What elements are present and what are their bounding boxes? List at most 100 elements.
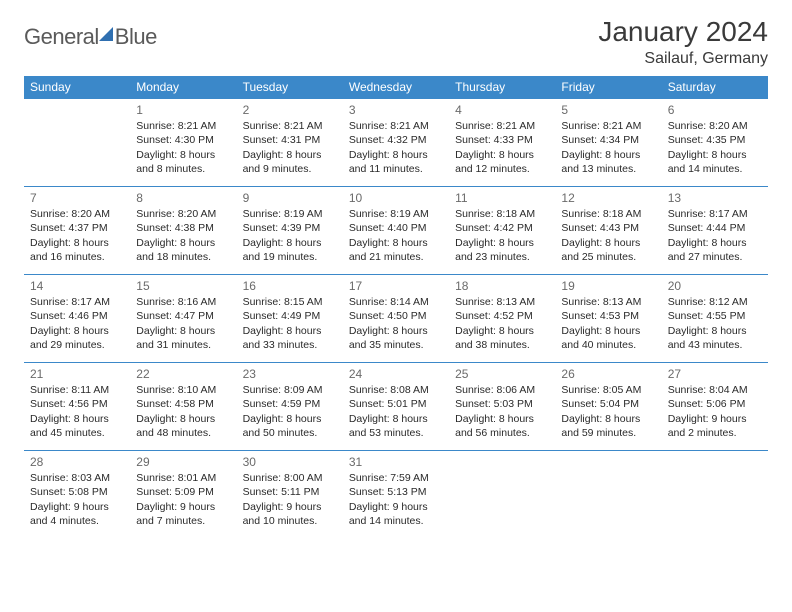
- day-detail-line: Sunset: 4:38 PM: [136, 221, 230, 235]
- day-number: 14: [30, 278, 124, 294]
- day-detail-line: and 56 minutes.: [455, 426, 549, 440]
- calendar-day-cell: 14Sunrise: 8:17 AMSunset: 4:46 PMDayligh…: [24, 275, 130, 363]
- day-detail-line: Sunset: 4:59 PM: [243, 397, 337, 411]
- day-detail-line: and 16 minutes.: [30, 250, 124, 264]
- day-detail-line: and 10 minutes.: [243, 514, 337, 528]
- calendar-day-cell: 4Sunrise: 8:21 AMSunset: 4:33 PMDaylight…: [449, 99, 555, 187]
- day-detail-line: Sunrise: 8:00 AM: [243, 471, 337, 485]
- day-detail-line: and 38 minutes.: [455, 338, 549, 352]
- day-detail-line: Sunrise: 8:12 AM: [668, 295, 762, 309]
- calendar-week-row: 1Sunrise: 8:21 AMSunset: 4:30 PMDaylight…: [24, 99, 768, 187]
- day-detail-line: Sunset: 5:03 PM: [455, 397, 549, 411]
- calendar-day-empty: [662, 451, 768, 539]
- day-detail-line: and 14 minutes.: [349, 514, 443, 528]
- day-detail-line: Sunrise: 8:16 AM: [136, 295, 230, 309]
- day-detail-line: Sunrise: 8:21 AM: [136, 119, 230, 133]
- day-number: 13: [668, 190, 762, 206]
- day-detail-line: Sunset: 5:09 PM: [136, 485, 230, 499]
- day-detail-line: and 19 minutes.: [243, 250, 337, 264]
- day-detail-line: Sunset: 4:55 PM: [668, 309, 762, 323]
- day-detail-line: Sunset: 4:56 PM: [30, 397, 124, 411]
- calendar-day-cell: 26Sunrise: 8:05 AMSunset: 5:04 PMDayligh…: [555, 363, 661, 451]
- day-detail-line: Sunrise: 8:21 AM: [561, 119, 655, 133]
- day-detail-line: Daylight: 8 hours: [136, 236, 230, 250]
- day-detail-line: Daylight: 8 hours: [243, 148, 337, 162]
- brand-word1: General: [24, 24, 99, 50]
- day-detail-line: Sunrise: 8:21 AM: [349, 119, 443, 133]
- day-detail-line: Sunset: 4:40 PM: [349, 221, 443, 235]
- brand-word2: Blue: [115, 24, 157, 50]
- day-number: 3: [349, 102, 443, 118]
- calendar-week-row: 7Sunrise: 8:20 AMSunset: 4:37 PMDaylight…: [24, 187, 768, 275]
- day-detail-line: Daylight: 8 hours: [561, 412, 655, 426]
- day-number: 27: [668, 366, 762, 382]
- day-detail-line: Sunrise: 8:19 AM: [349, 207, 443, 221]
- day-of-week-header: Tuesday: [237, 76, 343, 99]
- day-detail-line: Sunrise: 8:17 AM: [668, 207, 762, 221]
- calendar-day-empty: [24, 99, 130, 187]
- day-detail-line: Daylight: 8 hours: [455, 236, 549, 250]
- day-number: 11: [455, 190, 549, 206]
- day-detail-line: Daylight: 9 hours: [668, 412, 762, 426]
- day-number: 25: [455, 366, 549, 382]
- day-detail-line: Daylight: 8 hours: [455, 324, 549, 338]
- day-of-week-header: Saturday: [662, 76, 768, 99]
- day-detail-line: and 29 minutes.: [30, 338, 124, 352]
- day-detail-line: and 18 minutes.: [136, 250, 230, 264]
- day-detail-line: Sunrise: 8:04 AM: [668, 383, 762, 397]
- day-detail-line: Sunrise: 8:21 AM: [243, 119, 337, 133]
- day-detail-line: and 43 minutes.: [668, 338, 762, 352]
- header: General Blue January 2024 Sailauf, Germa…: [24, 16, 768, 68]
- day-detail-line: Daylight: 9 hours: [243, 500, 337, 514]
- brand-logo: General Blue: [24, 24, 157, 50]
- day-detail-line: and 35 minutes.: [349, 338, 443, 352]
- day-detail-line: Daylight: 8 hours: [668, 324, 762, 338]
- day-number: 7: [30, 190, 124, 206]
- day-detail-line: Daylight: 8 hours: [561, 236, 655, 250]
- day-detail-line: and 12 minutes.: [455, 162, 549, 176]
- day-detail-line: Sunset: 4:58 PM: [136, 397, 230, 411]
- day-detail-line: Daylight: 8 hours: [349, 148, 443, 162]
- day-detail-line: Daylight: 8 hours: [455, 412, 549, 426]
- day-detail-line: and 13 minutes.: [561, 162, 655, 176]
- day-detail-line: Daylight: 8 hours: [243, 412, 337, 426]
- day-detail-line: Sunrise: 8:03 AM: [30, 471, 124, 485]
- day-number: 26: [561, 366, 655, 382]
- day-number: 24: [349, 366, 443, 382]
- day-detail-line: Sunset: 4:39 PM: [243, 221, 337, 235]
- calendar-day-cell: 1Sunrise: 8:21 AMSunset: 4:30 PMDaylight…: [130, 99, 236, 187]
- day-detail-line: Sunset: 4:35 PM: [668, 133, 762, 147]
- calendar-day-cell: 30Sunrise: 8:00 AMSunset: 5:11 PMDayligh…: [237, 451, 343, 539]
- day-number: 18: [455, 278, 549, 294]
- calendar-day-cell: 15Sunrise: 8:16 AMSunset: 4:47 PMDayligh…: [130, 275, 236, 363]
- calendar-day-cell: 16Sunrise: 8:15 AMSunset: 4:49 PMDayligh…: [237, 275, 343, 363]
- calendar-day-cell: 17Sunrise: 8:14 AMSunset: 4:50 PMDayligh…: [343, 275, 449, 363]
- day-detail-line: Daylight: 8 hours: [561, 148, 655, 162]
- day-of-week-row: SundayMondayTuesdayWednesdayThursdayFrid…: [24, 76, 768, 99]
- day-number: 10: [349, 190, 443, 206]
- day-of-week-header: Thursday: [449, 76, 555, 99]
- day-number: 23: [243, 366, 337, 382]
- day-detail-line: Sunrise: 8:08 AM: [349, 383, 443, 397]
- day-detail-line: Sunset: 4:32 PM: [349, 133, 443, 147]
- day-detail-line: and 25 minutes.: [561, 250, 655, 264]
- day-detail-line: Sunset: 4:42 PM: [455, 221, 549, 235]
- day-detail-line: Daylight: 8 hours: [455, 148, 549, 162]
- day-detail-line: and 40 minutes.: [561, 338, 655, 352]
- calendar-day-cell: 13Sunrise: 8:17 AMSunset: 4:44 PMDayligh…: [662, 187, 768, 275]
- day-detail-line: Daylight: 8 hours: [349, 236, 443, 250]
- day-detail-line: Sunrise: 8:21 AM: [455, 119, 549, 133]
- day-of-week-header: Wednesday: [343, 76, 449, 99]
- calendar-day-cell: 11Sunrise: 8:18 AMSunset: 4:42 PMDayligh…: [449, 187, 555, 275]
- day-detail-line: Sunset: 5:13 PM: [349, 485, 443, 499]
- day-number: 2: [243, 102, 337, 118]
- day-of-week-header: Sunday: [24, 76, 130, 99]
- day-detail-line: Sunset: 4:53 PM: [561, 309, 655, 323]
- day-number: 17: [349, 278, 443, 294]
- day-detail-line: Sunset: 4:44 PM: [668, 221, 762, 235]
- calendar-day-cell: 2Sunrise: 8:21 AMSunset: 4:31 PMDaylight…: [237, 99, 343, 187]
- day-detail-line: Daylight: 8 hours: [30, 324, 124, 338]
- day-number: 6: [668, 102, 762, 118]
- calendar-week-row: 21Sunrise: 8:11 AMSunset: 4:56 PMDayligh…: [24, 363, 768, 451]
- day-detail-line: Daylight: 8 hours: [136, 324, 230, 338]
